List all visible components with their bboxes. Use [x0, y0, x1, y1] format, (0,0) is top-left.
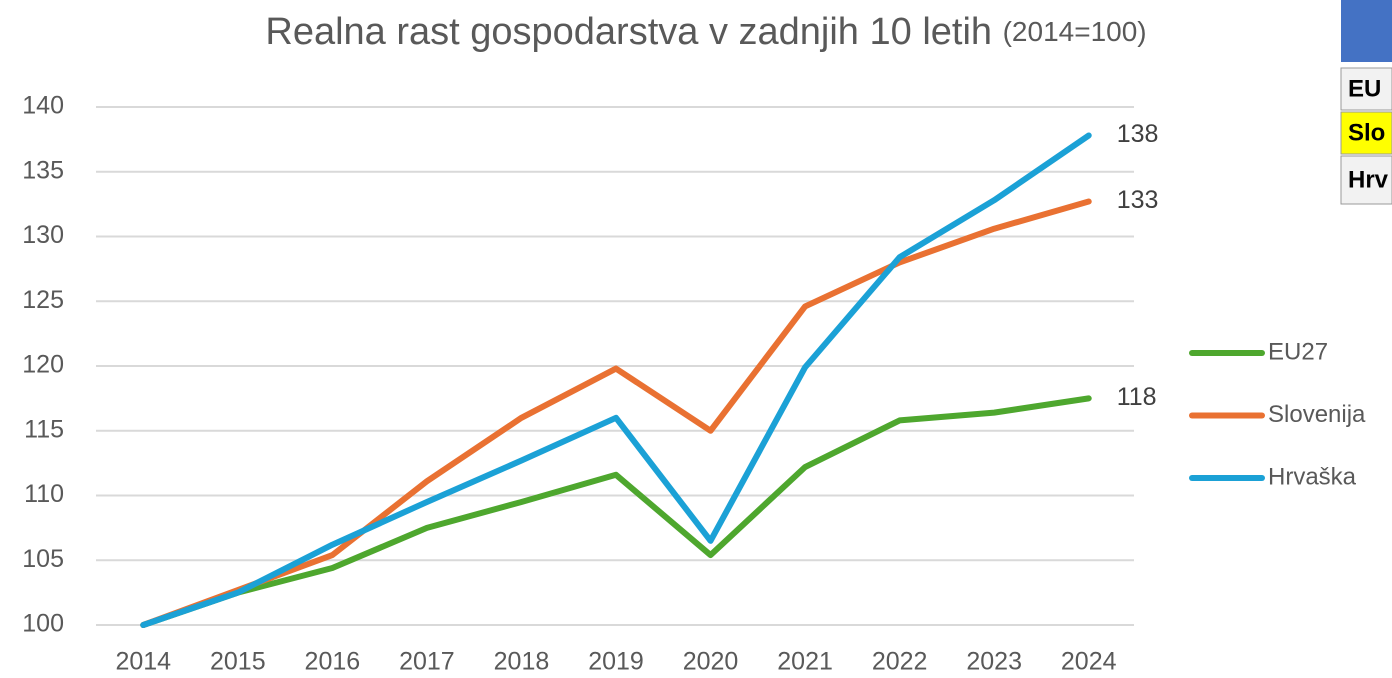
- table-cell: EU: [1348, 75, 1381, 102]
- y-tick-label: 100: [22, 610, 64, 638]
- x-tick-label: 2019: [588, 648, 644, 676]
- x-tick-label: 2016: [305, 648, 361, 676]
- table-cell: Slo: [1348, 119, 1385, 146]
- table-row: [1340, 155, 1392, 205]
- y-tick-label: 115: [24, 415, 64, 443]
- x-tick-label: 2014: [115, 648, 171, 676]
- y-tick-label: 140: [22, 92, 64, 120]
- subtitle-text: (2014=100): [1003, 16, 1147, 47]
- legend-label: Hrvaška: [1268, 463, 1357, 490]
- y-tick-label: 135: [22, 156, 64, 184]
- series-line: [140, 132, 1092, 628]
- table-row: [1340, 67, 1392, 111]
- data-label: 138: [1117, 120, 1159, 148]
- x-tick-label: 2021: [777, 648, 833, 676]
- y-tick-label: 110: [24, 480, 64, 508]
- data-label: 118: [1117, 383, 1157, 411]
- series-line: [140, 198, 1092, 628]
- title-text: Realna rast gospodarstva v zadnjih 10 le…: [265, 11, 992, 53]
- table-header: [1341, 0, 1392, 62]
- x-tick-label: 2017: [399, 648, 455, 676]
- y-tick-label: 125: [22, 286, 64, 314]
- table-cell: Hrv: [1348, 166, 1389, 193]
- y-tick-label: 130: [22, 221, 64, 249]
- y-tick-label: 105: [22, 545, 64, 573]
- x-tick-label: 2018: [494, 648, 550, 676]
- series-line: [140, 395, 1092, 628]
- x-tick-label: 2022: [872, 648, 928, 676]
- table-row: [1340, 111, 1392, 155]
- x-tick-label: 2023: [966, 648, 1022, 676]
- x-tick-label: 2015: [210, 648, 266, 676]
- side-table: EU Slo Hrv: [1340, 0, 1392, 205]
- chart-title: Realna rast gospodarstva v zadnjih 10 le…: [265, 11, 1146, 53]
- x-tick-label: 2024: [1061, 648, 1117, 676]
- y-tick-label: 120: [22, 351, 64, 379]
- legend-label: Slovenija: [1268, 401, 1366, 428]
- data-label: 133: [1117, 186, 1159, 214]
- x-tick-label: 2020: [683, 648, 739, 676]
- legend-label: EU27: [1268, 338, 1328, 365]
